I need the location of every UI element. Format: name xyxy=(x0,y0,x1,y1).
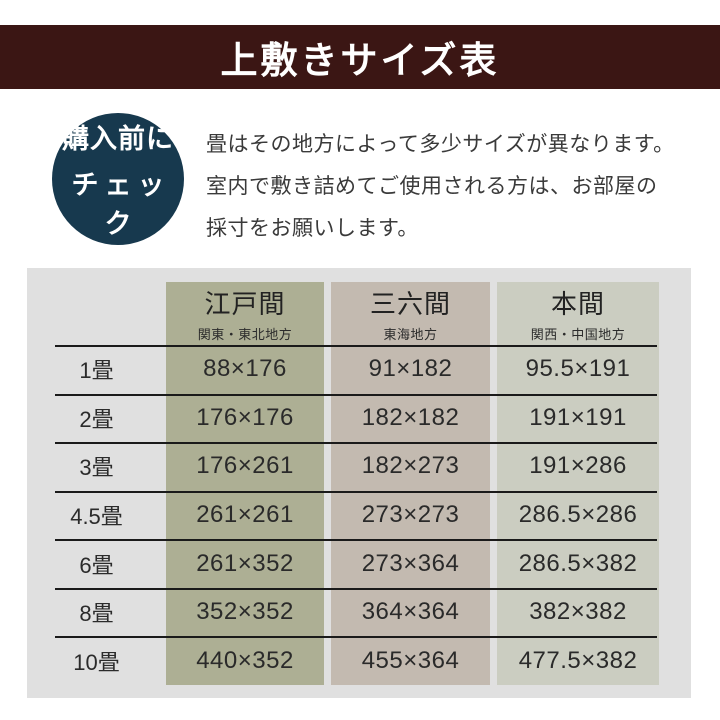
size-value: 477.5×382 xyxy=(518,646,638,674)
column-stripe-edoma xyxy=(166,282,324,685)
column-name: 江戸間 xyxy=(204,289,286,319)
row-divider xyxy=(55,345,657,347)
size-value: 95.5×191 xyxy=(525,355,631,383)
size-value: 352×352 xyxy=(196,598,294,626)
row-divider xyxy=(55,442,657,444)
row-divider xyxy=(55,636,657,638)
row-divider xyxy=(55,539,657,541)
row-label: 2畳 xyxy=(79,406,114,432)
row-label: 1畳 xyxy=(79,358,114,384)
size-value: 286.5×382 xyxy=(518,549,638,577)
column-header-sanroku: 三六間 東海地方 xyxy=(331,282,490,345)
size-table: 江戸間 関東・東北地方 三六間 東海地方 本間 関西・中国地方 1畳 88×17… xyxy=(27,268,691,698)
column-header-honma: 本間 関西・中国地方 xyxy=(497,282,659,345)
size-value: 440×352 xyxy=(196,646,294,674)
size-value: 261×352 xyxy=(196,549,294,577)
intro-line: 室内で敷き詰めてご使用される方は、お部屋の xyxy=(206,175,658,198)
row-divider xyxy=(55,490,657,493)
size-value: 88×176 xyxy=(203,355,287,383)
column-name: 三六間 xyxy=(369,289,451,319)
badge-text-line2: チェック xyxy=(71,170,171,239)
table-row: 1畳 88×176 91×182 95.5×191 xyxy=(27,345,691,394)
size-value: 182×273 xyxy=(361,452,460,480)
size-value: 273×364 xyxy=(361,549,460,577)
column-header-edoma: 江戸間 関東・東北地方 xyxy=(166,282,324,345)
header-spacer xyxy=(27,282,166,345)
table-row: 3畳 176×261 182×273 191×286 xyxy=(27,442,691,491)
table-header-row: 江戸間 関東・東北地方 三六間 東海地方 本間 関西・中国地方 xyxy=(27,282,691,345)
row-divider xyxy=(55,587,657,590)
row-divider xyxy=(55,393,657,396)
size-value: 191×191 xyxy=(529,403,627,431)
table-row: 8畳 352×352 364×364 382×382 xyxy=(27,588,691,637)
size-value: 455×364 xyxy=(361,646,460,674)
table-body: 1畳 88×176 91×182 95.5×191 2畳 176×176 182… xyxy=(27,345,691,685)
row-label: 6畳 xyxy=(79,552,114,578)
table-row: 4.5畳 261×261 273×273 286.5×286 xyxy=(27,491,691,540)
intro-note: 畳はその地方によって多少サイズが異なります。 室内で敷き詰めてご使用される方は、… xyxy=(206,124,696,250)
column-region: 関東・東北地方 xyxy=(197,327,293,342)
column-stripe-honma xyxy=(497,282,659,685)
size-value: 91×182 xyxy=(368,355,453,383)
size-value: 261×261 xyxy=(196,501,294,529)
intro-line: 採寸をお願いします。 xyxy=(206,217,419,240)
check-badge: 購入前に チェック xyxy=(52,113,184,245)
page-title: 上敷きサイズ表 xyxy=(220,40,500,81)
size-value: 382×382 xyxy=(529,598,627,626)
badge-text-line1: 購入前に xyxy=(62,124,174,154)
row-label: 10畳 xyxy=(73,649,120,675)
size-value: 176×176 xyxy=(196,403,294,431)
size-value: 286.5×286 xyxy=(518,501,638,529)
column-region: 東海地方 xyxy=(383,327,438,342)
column-stripe-sanroku xyxy=(331,282,490,685)
size-value: 273×273 xyxy=(361,501,460,529)
column-name: 本間 xyxy=(550,289,605,319)
table-row: 10畳 440×352 455×364 477.5×382 xyxy=(27,636,691,685)
size-value: 191×286 xyxy=(529,452,627,480)
size-value: 176×261 xyxy=(196,452,294,480)
table-row: 6畳 261×352 273×364 286.5×382 xyxy=(27,539,691,588)
column-region: 関西・中国地方 xyxy=(530,327,626,342)
row-label: 3畳 xyxy=(79,455,114,481)
intro-line: 畳はその地方によって多少サイズが異なります。 xyxy=(206,133,675,156)
title-bar: 上敷きサイズ表 xyxy=(0,25,720,89)
size-value: 364×364 xyxy=(361,598,460,626)
size-value: 182×182 xyxy=(361,403,460,431)
table-row: 2畳 176×176 182×182 191×191 xyxy=(27,394,691,443)
row-label: 8畳 xyxy=(79,601,114,627)
row-label: 4.5畳 xyxy=(70,504,123,530)
